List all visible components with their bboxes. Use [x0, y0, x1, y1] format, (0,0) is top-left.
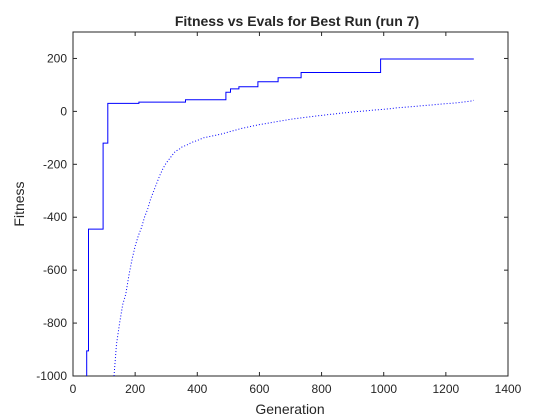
- series-layer: [86, 58, 474, 377]
- y-tick-label: -400: [43, 210, 67, 224]
- x-tick-label: 1000: [370, 382, 397, 396]
- series-line-dotted: [113, 99, 474, 377]
- x-tick-label: 800: [312, 382, 332, 396]
- series-line-solid: [86, 58, 474, 376]
- y-axis-label: Fitness: [11, 181, 27, 226]
- x-tick-label: 1200: [433, 382, 460, 396]
- y-tick-label: -600: [43, 263, 67, 277]
- x-tick-label: 0: [70, 382, 77, 396]
- x-tick-label: 400: [187, 382, 207, 396]
- y-tick-label: -1000: [36, 369, 67, 383]
- plot-area: 0 200 400 600 800 1000 1200 1400 -1000-800-600-…: [36, 31, 522, 396]
- y-tick-label: -800: [43, 316, 67, 330]
- chart-title: Fitness vs Evals for Best Run (run 7): [175, 13, 419, 29]
- x-tick-label: 600: [249, 382, 269, 396]
- y-tick-label: 200: [47, 51, 67, 65]
- axes-box: [72, 31, 509, 377]
- y-tick-layer: -1000 -800 -600 -400 -200 0 200: [36, 51, 508, 383]
- x-axis-label: Generation: [255, 401, 324, 417]
- x-tick-label: 200: [125, 382, 145, 396]
- y-tick-label: -200: [43, 157, 67, 171]
- x-tick-layer: 0 200 400 600 800 1000 1200 1400: [70, 32, 522, 396]
- x-tick-label: 1400: [495, 382, 522, 396]
- y-tick-label: 0: [60, 104, 67, 118]
